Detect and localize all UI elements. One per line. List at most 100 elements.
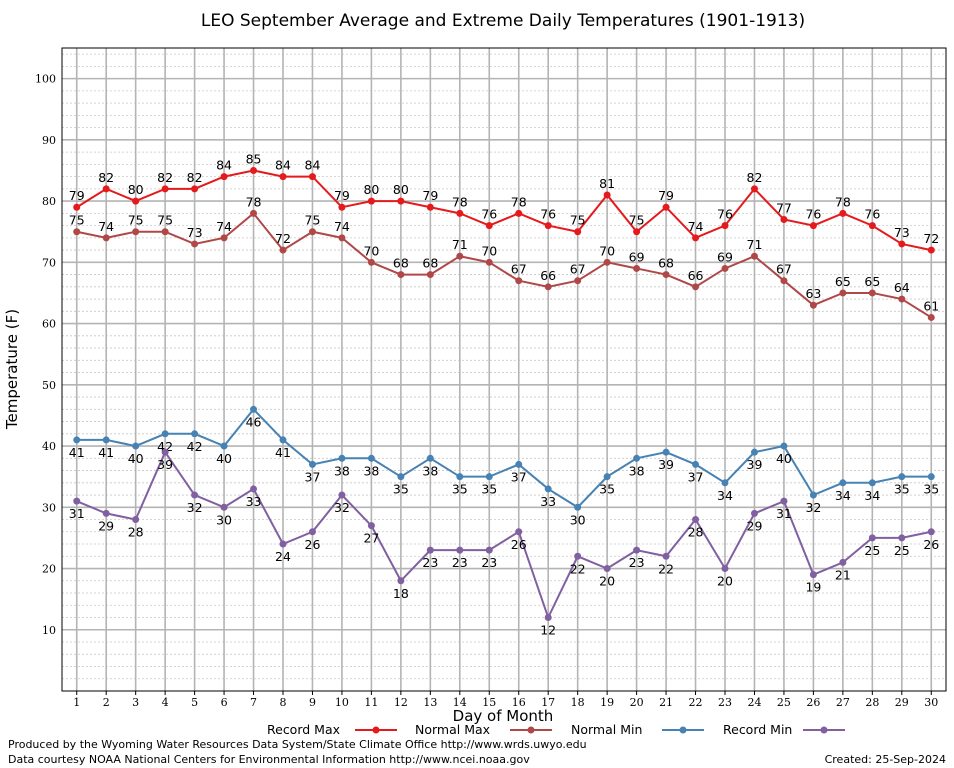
data-label: 18 bbox=[393, 586, 409, 601]
data-label: 75 bbox=[128, 213, 144, 228]
data-label: 38 bbox=[363, 463, 379, 478]
data-label: 20 bbox=[599, 574, 615, 589]
data-point bbox=[898, 473, 906, 481]
data-label: 28 bbox=[688, 525, 704, 540]
data-point bbox=[102, 509, 110, 517]
data-point bbox=[898, 240, 906, 248]
data-point bbox=[868, 534, 876, 542]
data-point bbox=[574, 277, 582, 285]
y-tick-label: 80 bbox=[42, 195, 56, 208]
data-label: 80 bbox=[363, 182, 379, 197]
data-point bbox=[544, 614, 552, 622]
data-label: 37 bbox=[305, 469, 321, 484]
data-point bbox=[220, 234, 228, 242]
series-normal-min: 41 41 40 42 42 40 46 41 37 38 38 35 38 35 35 37 33 30 35 38… bbox=[69, 405, 939, 527]
data-label: 12 bbox=[540, 623, 556, 638]
data-label: 31 bbox=[776, 506, 792, 521]
data-label: 64 bbox=[894, 280, 910, 295]
footer-data-source: Data courtesy NOAA National Centers for … bbox=[8, 753, 530, 766]
data-point bbox=[485, 473, 493, 481]
data-point bbox=[780, 215, 788, 223]
data-label: 82 bbox=[157, 170, 173, 185]
data-point bbox=[338, 203, 346, 211]
legend-marker bbox=[527, 726, 535, 734]
data-label: 32 bbox=[805, 500, 821, 515]
data-label: 40 bbox=[216, 451, 232, 466]
x-tick-label: 18 bbox=[571, 696, 585, 709]
data-point bbox=[544, 222, 552, 230]
data-label: 67 bbox=[570, 262, 586, 277]
footer-producer: Produced by the Wyoming Water Resources … bbox=[8, 738, 587, 751]
data-point bbox=[927, 313, 935, 321]
data-point bbox=[279, 436, 287, 444]
data-label: 61 bbox=[923, 298, 939, 313]
x-tick-label: 8 bbox=[280, 696, 287, 709]
data-label: 65 bbox=[835, 274, 851, 289]
x-tick-label: 15 bbox=[482, 696, 496, 709]
data-point bbox=[338, 234, 346, 242]
data-label: 30 bbox=[216, 512, 232, 527]
data-point bbox=[603, 191, 611, 199]
data-label: 22 bbox=[658, 561, 674, 576]
data-label: 72 bbox=[275, 231, 291, 246]
data-label: 46 bbox=[246, 414, 262, 429]
data-label: 73 bbox=[894, 225, 910, 240]
series-line bbox=[76, 211, 932, 319]
x-tick-label: 1 bbox=[73, 696, 80, 709]
data-point bbox=[662, 271, 670, 279]
x-tick-label: 29 bbox=[895, 696, 909, 709]
data-point bbox=[515, 209, 523, 217]
data-label: 23 bbox=[481, 555, 497, 570]
data-point bbox=[397, 197, 405, 205]
data-label: 34 bbox=[835, 488, 851, 503]
data-point bbox=[515, 528, 523, 536]
data-point bbox=[132, 442, 140, 450]
data-point bbox=[809, 571, 817, 579]
data-label: 25 bbox=[894, 543, 910, 558]
data-label: 78 bbox=[452, 194, 468, 209]
data-label: 76 bbox=[805, 207, 821, 222]
data-point bbox=[692, 283, 700, 291]
data-point bbox=[456, 209, 464, 217]
data-label: 82 bbox=[187, 170, 203, 185]
data-label: 32 bbox=[334, 500, 350, 515]
data-point bbox=[839, 209, 847, 217]
data-label: 65 bbox=[864, 274, 880, 289]
data-label: 37 bbox=[688, 469, 704, 484]
data-label: 75 bbox=[157, 213, 173, 228]
data-label: 35 bbox=[599, 482, 615, 497]
legend-label: Normal Max bbox=[415, 722, 490, 737]
data-point bbox=[868, 222, 876, 230]
data-label: 70 bbox=[363, 243, 379, 258]
data-label: 40 bbox=[128, 451, 144, 466]
data-point bbox=[397, 271, 405, 279]
data-point bbox=[338, 491, 346, 499]
data-point bbox=[721, 479, 729, 487]
data-label: 82 bbox=[747, 170, 763, 185]
data-label: 76 bbox=[864, 207, 880, 222]
data-point bbox=[73, 497, 81, 505]
legend-marker bbox=[820, 726, 828, 734]
data-point bbox=[603, 473, 611, 481]
x-tick-label: 4 bbox=[162, 696, 169, 709]
data-point bbox=[426, 546, 434, 554]
data-label: 76 bbox=[540, 207, 556, 222]
data-label: 76 bbox=[481, 207, 497, 222]
data-label: 78 bbox=[835, 194, 851, 209]
data-point bbox=[633, 228, 641, 236]
data-label: 63 bbox=[805, 286, 821, 301]
data-label: 74 bbox=[98, 219, 114, 234]
data-point bbox=[633, 264, 641, 272]
series-layer: 79 82 80 82 82 84 85 84 84 79 80 80 79 78 76 78 76 75 81 75… bbox=[69, 151, 939, 637]
data-label: 70 bbox=[481, 243, 497, 258]
data-label: 26 bbox=[511, 537, 527, 552]
data-label: 78 bbox=[246, 194, 262, 209]
data-point bbox=[161, 430, 169, 438]
chart-title: LEO September Average and Extreme Daily … bbox=[201, 11, 805, 31]
data-label: 69 bbox=[629, 249, 645, 264]
data-point bbox=[220, 173, 228, 181]
data-point bbox=[191, 430, 199, 438]
data-label: 24 bbox=[275, 549, 291, 564]
data-point bbox=[367, 522, 375, 530]
